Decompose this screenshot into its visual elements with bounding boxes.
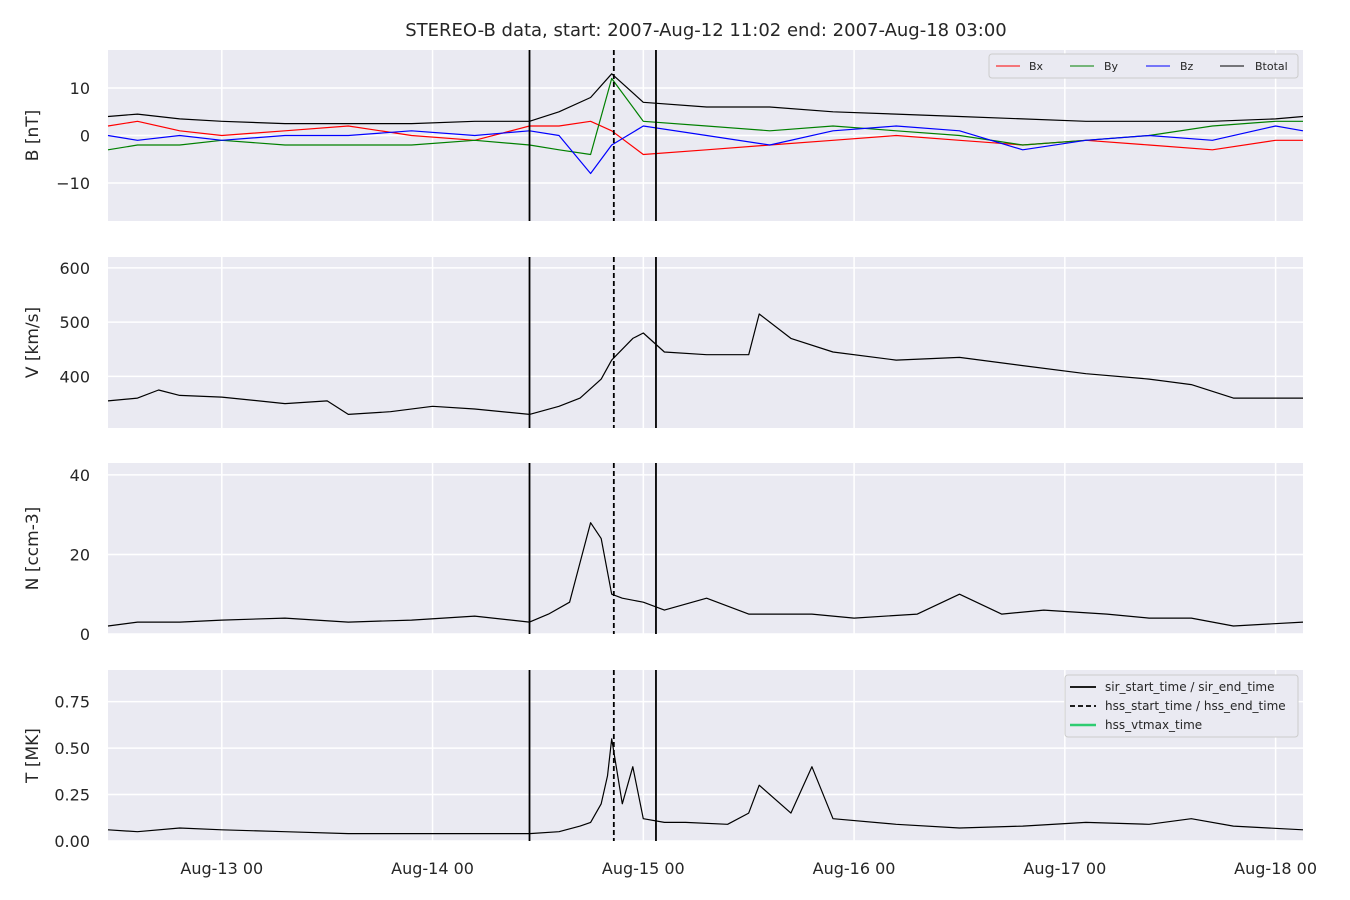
series-line-n: [107, 522, 1304, 627]
y-tick-label: 0.75: [54, 693, 90, 712]
y-tick-label: 500: [59, 313, 90, 332]
y-tick-label: 0: [80, 625, 90, 644]
legend-event-lines: sir_start_time / sir_end_time hss_start_…: [1064, 674, 1299, 738]
x-tick-label: Aug-18 00: [1234, 859, 1317, 878]
y-tick-label: 400: [59, 367, 90, 386]
y-axis-label: B [nT]: [23, 110, 43, 162]
y-axis-label: T [MK]: [23, 728, 43, 784]
y-tick-label: −10: [56, 174, 90, 193]
legend-vtmax-label: hss_vtmax_time: [1105, 718, 1202, 732]
series-line-btotal: [107, 73, 1304, 125]
legend-by-label: By: [1104, 60, 1119, 73]
series-line-bz: [107, 125, 1304, 175]
legend-bz-label: Bz: [1180, 60, 1194, 73]
legend-btotal-label: Btotal: [1255, 60, 1288, 73]
y-tick-label: 600: [59, 259, 90, 278]
legend-sir-label: sir_start_time / sir_end_time: [1105, 680, 1275, 694]
legend-bx-label: Bx: [1029, 60, 1044, 73]
y-tick-label: 0: [80, 127, 90, 146]
y-tick-label: 20: [70, 545, 90, 564]
y-tick-label: 40: [70, 466, 90, 485]
legend-magnetic-field: Bx By Bz Btotal: [988, 53, 1299, 79]
figure-title: STEREO-B data, start: 2007-Aug-12 11:02 …: [405, 20, 1006, 41]
y-tick-label: 0.50: [54, 739, 90, 758]
panel-n-density: 40 20 0 N [ccm-3]: [23, 463, 1304, 644]
series-line-t: [107, 738, 1304, 835]
legend-box: [1064, 674, 1299, 738]
y-tick-label: 0.25: [54, 786, 90, 805]
x-tick-label: Aug-14 00: [391, 859, 474, 878]
panel-v-speed: 600 500 400 V [km/s]: [23, 257, 1303, 428]
x-axis: Aug-13 00 Aug-14 00 Aug-15 00 Aug-16 00 Aug-…: [180, 859, 1317, 878]
x-tick-label: Aug-15 00: [602, 859, 685, 878]
x-tick-label: Aug-13 00: [180, 859, 263, 878]
legend-box: [988, 53, 1299, 79]
y-axis-label: N [ccm-3]: [23, 507, 43, 591]
series-line-bx: [107, 120, 1303, 156]
y-tick-label: 0.00: [54, 832, 90, 851]
y-tick-label: 10: [70, 79, 90, 98]
plot-background: [108, 257, 1303, 428]
x-tick-label: Aug-16 00: [813, 859, 896, 878]
legend-hss-label: hss_start_time / hss_end_time: [1105, 699, 1286, 713]
plot-background: [108, 463, 1303, 634]
x-tick-label: Aug-17 00: [1023, 859, 1106, 878]
y-axis-label: V [km/s]: [23, 307, 43, 378]
series-line-v: [107, 313, 1303, 415]
